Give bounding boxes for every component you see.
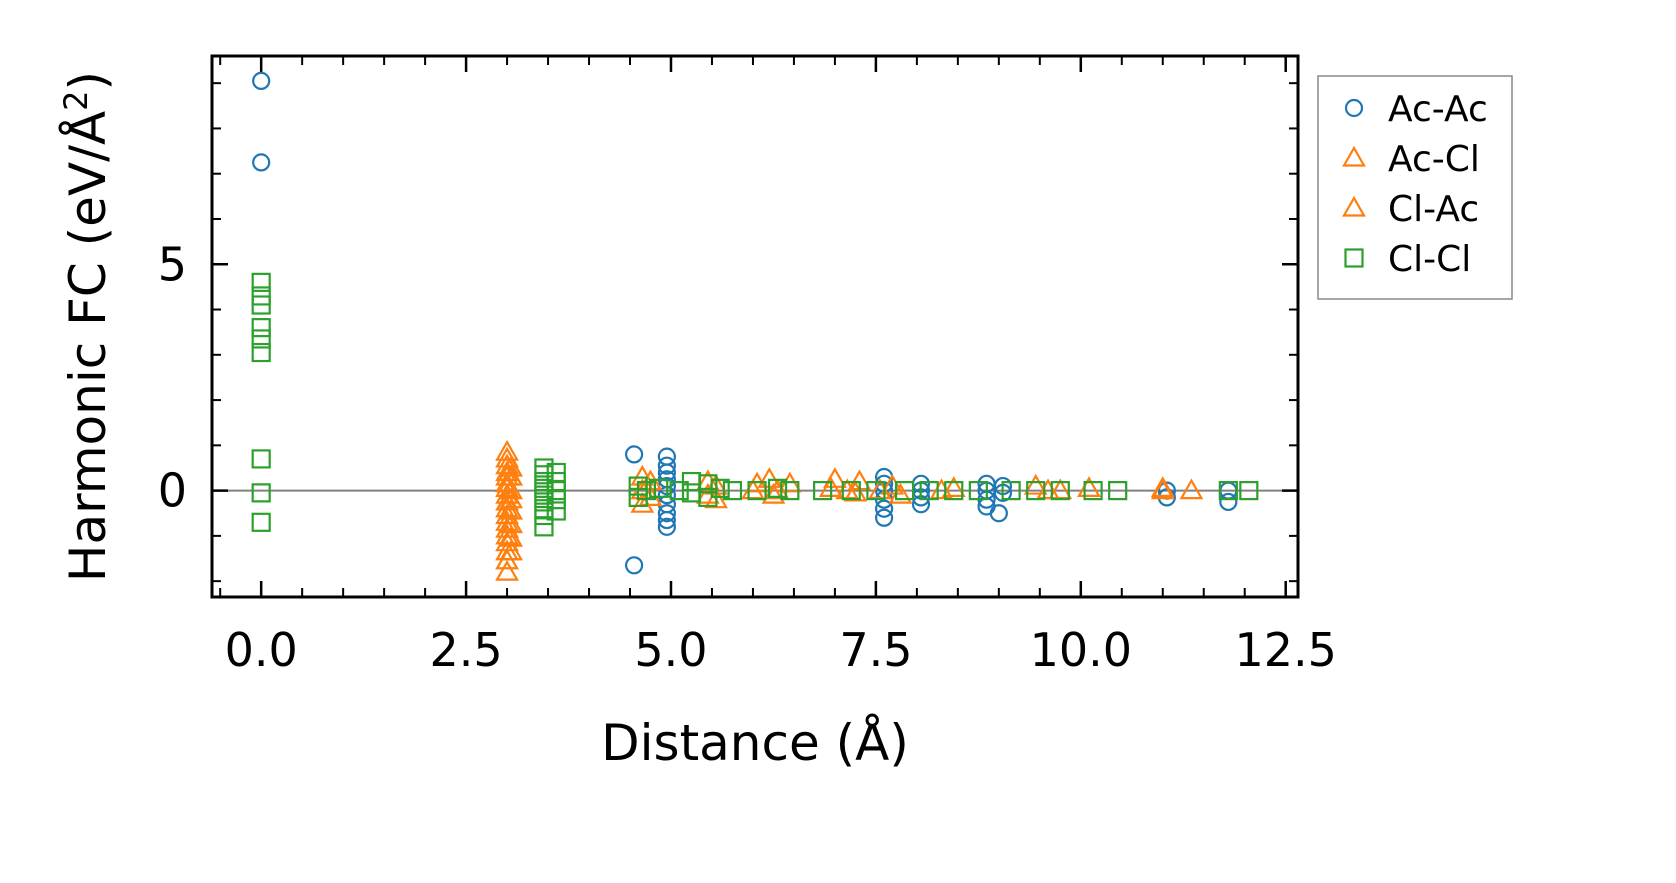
x-tick-label: 10.0 [1030,623,1132,677]
data-point [968,481,988,501]
data-point [251,483,271,503]
data-markers [251,71,1259,581]
legend-marker-cl-cl [1344,248,1364,268]
data-point [1026,481,1046,501]
x-tick-label: 0.0 [225,623,298,677]
data-point [546,501,566,521]
data-point [251,342,271,363]
data-point [780,481,800,501]
y-axis-label-close: ) [59,71,117,91]
data-point [657,456,676,475]
x-tick-label: 2.5 [430,623,503,677]
x-tick-label: 7.5 [839,623,912,677]
data-point [499,539,524,561]
data-point [866,481,886,501]
plot-frame [210,54,1300,599]
data-point [919,481,939,501]
data-point [941,476,966,497]
series-ac-cl [495,439,1204,581]
legend-label-cl-ac: Cl-Ac [1388,189,1479,230]
data-point [1083,481,1103,501]
data-point [874,508,894,527]
data-point [657,504,676,523]
data-point [657,517,676,536]
data-point [710,478,730,498]
data-point [741,478,765,500]
series-cl-cl [251,272,1259,537]
data-point [747,481,767,501]
data-point [944,481,964,501]
data-point [499,525,524,547]
data-point [1023,473,1048,495]
data-point [649,478,669,498]
data-point [251,449,271,469]
data-point [1077,476,1101,497]
data-point [1150,476,1175,497]
data-point [765,478,790,500]
data-point [767,478,788,498]
legend-marker-ac-cl [1342,145,1366,167]
data-point [894,481,915,501]
data-point [495,559,519,581]
legend-label-cl-cl: Cl-Cl [1388,239,1471,280]
data-point [722,481,743,501]
data-point [1179,478,1204,500]
data-point [704,487,728,509]
data-point [1219,492,1238,512]
data-point [813,481,833,501]
data-point [1050,481,1070,501]
data-point [625,556,644,575]
y-tick-label: 5 [158,237,187,291]
data-point [534,517,554,537]
data-point [1218,481,1238,501]
y-tick-label: 0 [158,464,187,518]
data-point [1150,478,1175,500]
x-tick-label: 5.0 [634,623,707,677]
data-point [841,481,861,501]
data-point [251,318,271,338]
data-point [1001,481,1021,501]
data-point [495,510,519,531]
data-point [1036,478,1060,500]
data-point [499,512,524,534]
data-point [251,272,271,292]
data-point [499,498,524,520]
data-point [251,512,271,532]
data-point [657,510,676,530]
data-point [636,481,657,501]
axis-ticks: 0.0 2.5 5.0 7.5 10.0 12.5 0 5 [158,56,1337,677]
data-point [1239,481,1259,501]
legend-marker-cl-ac [1342,195,1366,217]
legend-label-ac-cl: Ac-Cl [1388,139,1480,180]
x-axis-label: Distance (Å) [601,714,909,772]
data-point [1108,481,1128,501]
data-point [625,445,644,464]
y-axis-label-main: Harmonic FC (eV/Å [59,111,117,582]
data-point [534,505,554,526]
legend-label-ac-ac: Ac-Ac [1388,89,1488,130]
y-axis-label: Harmonic FC (eV/Å2) [57,71,117,582]
data-point [499,487,524,509]
data-point [495,439,519,461]
data-point [499,478,524,500]
legend: Ac-Ac Ac-Cl Cl-Ac Cl-Cl [1317,75,1513,300]
data-point [874,499,894,518]
data-point [698,474,718,494]
y-axis-label-superscript: 2 [57,90,95,110]
data-point [251,329,271,349]
data-point [989,504,1008,523]
data-point [495,482,519,504]
data-point [546,490,566,510]
data-point [252,153,271,172]
legend-marker-ac-ac [1344,98,1364,118]
data-point [499,455,524,477]
legend-box [1317,75,1513,300]
x-tick-label: 12.5 [1234,623,1336,677]
data-point [499,464,524,486]
data-point [880,473,905,495]
data-point [252,71,271,90]
data-point [251,295,271,315]
